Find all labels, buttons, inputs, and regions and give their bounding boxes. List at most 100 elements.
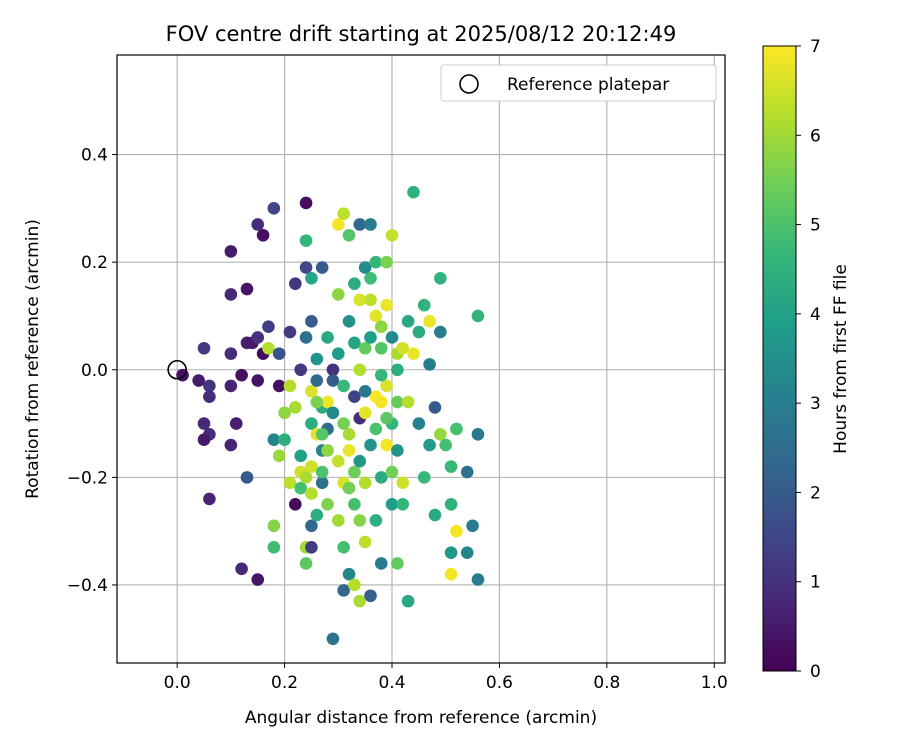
data-point xyxy=(321,444,334,457)
data-point xyxy=(267,519,281,533)
data-point xyxy=(412,417,426,430)
data-point xyxy=(278,406,291,420)
data-point xyxy=(235,562,248,576)
data-point xyxy=(251,573,265,586)
legend-box xyxy=(440,64,717,102)
data-point xyxy=(444,546,458,559)
data-point xyxy=(423,438,436,452)
data-point xyxy=(305,460,318,473)
data-point xyxy=(337,541,350,554)
data-point xyxy=(251,218,265,231)
y-axis-label: Rotation from reference (arcmin) xyxy=(23,219,43,499)
data-point xyxy=(428,401,442,414)
data-point xyxy=(283,379,297,393)
data-point xyxy=(289,401,302,414)
data-point xyxy=(374,368,388,382)
data-point xyxy=(326,632,340,646)
data-point xyxy=(272,347,286,360)
data-point xyxy=(321,497,334,511)
data-point xyxy=(358,341,372,355)
x-axis-label: Angular distance from reference (arcmin) xyxy=(245,708,597,728)
data-point xyxy=(380,298,393,312)
data-point xyxy=(299,471,313,484)
data-point xyxy=(364,331,377,344)
data-point xyxy=(348,578,361,592)
legend: Reference platepar xyxy=(440,64,717,102)
x-tick-label: 0.6 xyxy=(486,673,513,693)
data-point xyxy=(391,557,404,570)
data-point xyxy=(460,546,474,559)
data-point xyxy=(224,245,238,258)
data-point xyxy=(310,508,324,522)
data-point xyxy=(380,255,393,269)
data-point xyxy=(417,298,431,312)
data-point xyxy=(305,384,318,398)
data-point xyxy=(283,476,297,490)
colorbar-tick-label: 6 xyxy=(810,126,821,146)
y-tick-label: 0.2 xyxy=(81,253,108,273)
data-point xyxy=(272,379,286,393)
data-point xyxy=(197,433,211,447)
data-point xyxy=(224,347,238,360)
data-point xyxy=(326,374,340,387)
data-point xyxy=(358,384,372,398)
y-tick-label: −0.2 xyxy=(67,468,108,488)
data-point xyxy=(305,541,318,554)
data-point xyxy=(321,331,334,344)
data-point xyxy=(466,519,479,533)
data-point xyxy=(369,422,383,436)
data-point xyxy=(203,379,216,393)
data-point xyxy=(299,196,313,210)
data-point xyxy=(380,411,393,425)
colorbar-label: Hours from first FF file xyxy=(831,264,851,454)
x-tick-label: 0.8 xyxy=(593,673,620,693)
data-point xyxy=(423,315,436,328)
data-point xyxy=(353,218,367,231)
data-point xyxy=(342,567,356,581)
data-point xyxy=(251,331,265,344)
data-point xyxy=(331,454,345,468)
y-tick-label: 0.4 xyxy=(81,146,108,166)
data-point xyxy=(380,438,393,452)
colorbar-gradient xyxy=(762,45,797,672)
colorbar-tick-label: 1 xyxy=(810,573,821,593)
data-point xyxy=(283,325,297,339)
data-point xyxy=(342,444,356,457)
data-point xyxy=(358,535,372,549)
data-point xyxy=(385,465,399,479)
data-point xyxy=(391,363,404,377)
data-point xyxy=(391,444,404,457)
data-points xyxy=(176,185,485,646)
colorbar-tick-label: 2 xyxy=(810,483,821,503)
x-tick-label: 0.2 xyxy=(271,673,298,693)
data-point xyxy=(407,185,420,199)
data-point xyxy=(267,202,281,215)
data-point xyxy=(342,228,356,242)
data-point xyxy=(267,541,281,554)
data-point xyxy=(434,271,447,285)
data-point xyxy=(294,449,307,463)
data-point xyxy=(224,438,238,452)
data-point xyxy=(337,379,350,393)
data-point xyxy=(348,390,361,403)
data-point xyxy=(358,476,372,490)
data-point xyxy=(192,374,205,387)
data-point xyxy=(337,584,350,597)
reference-marker xyxy=(167,359,187,380)
data-point xyxy=(369,514,383,527)
data-point xyxy=(374,557,388,570)
data-point xyxy=(385,497,399,511)
legend-marker-open-circle xyxy=(459,74,479,94)
legend-label-reference-platepar: Reference platepar xyxy=(507,75,669,95)
data-point xyxy=(278,433,291,447)
colorbar-tick-label: 5 xyxy=(810,216,821,236)
data-point xyxy=(310,395,324,409)
data-point xyxy=(331,347,345,360)
data-point xyxy=(203,390,216,403)
data-point xyxy=(353,454,367,468)
data-point xyxy=(444,497,458,511)
data-point xyxy=(299,234,313,247)
data-point xyxy=(289,497,302,511)
data-point xyxy=(299,331,313,344)
